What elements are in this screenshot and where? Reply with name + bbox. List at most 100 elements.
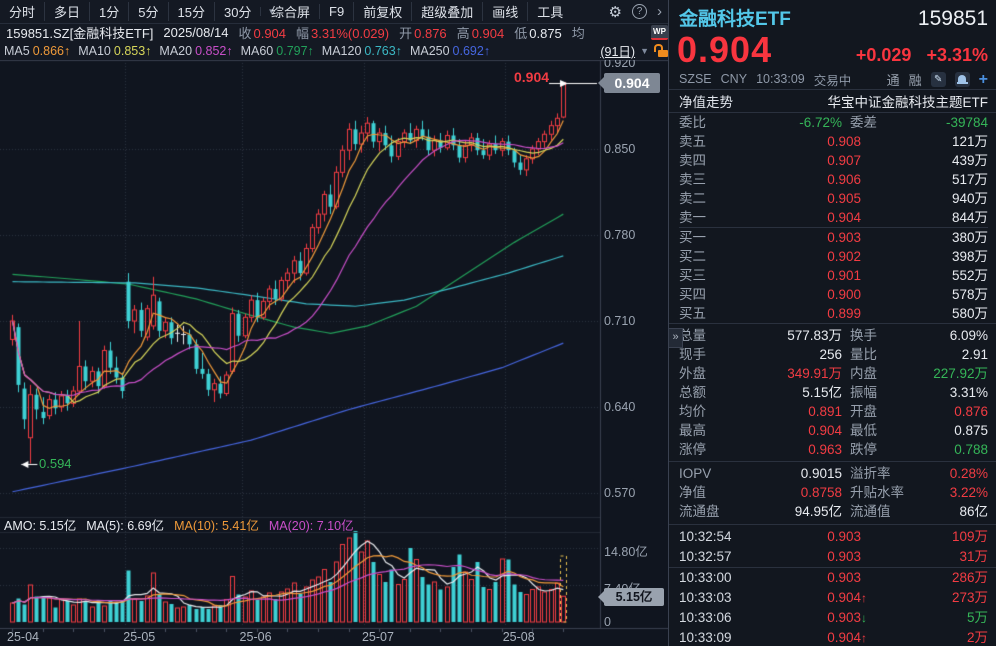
add-watchlist-icon[interactable]: +: [978, 70, 988, 88]
month-label-25-07: 25-07: [361, 630, 394, 644]
ask-price: 0.906: [827, 172, 861, 187]
toolbar: 分时 多日 1分 5分 15分 30分 ▼ 综合屏 F9 前复权 超级叠加 画线 工具 ⚙ ? ›: [0, 0, 668, 24]
stat-value: 0.788: [954, 442, 988, 457]
period-tab-分时[interactable]: 分时: [9, 5, 36, 20]
bid-level-label: 买五: [679, 306, 706, 321]
order-imbalance-row: 委比 -6.72% 委差 -39784: [669, 113, 996, 132]
chevron-right-icon[interactable]: ›: [657, 3, 662, 20]
stat-left: 流通盘 94.95亿: [679, 502, 842, 521]
bid-row-2[interactable]: 买二 0.902 398万: [669, 247, 996, 266]
month-label-25-04: 25-04: [7, 630, 39, 644]
edit-icon[interactable]: ✎: [930, 71, 946, 87]
panel-collapse-handle[interactable]: »: [668, 328, 683, 348]
price-axis-tick: 0.640: [604, 400, 636, 414]
quote-field-幅: 幅 3.31%(0.029): [296, 23, 389, 42]
tick-time: 10:33:00: [679, 570, 732, 585]
ask-row-2[interactable]: 卖四 0.907 439万: [669, 151, 996, 170]
bid-price: 0.900: [827, 287, 861, 302]
stat-left: 最高 0.904: [679, 421, 842, 440]
stat-value: 227.92万: [933, 366, 988, 381]
volume-axis-tick: 0: [604, 615, 611, 629]
kline-chart-canvas[interactable]: [0, 0, 668, 646]
ma-value: 0.763↑: [364, 43, 402, 58]
menu-item-画线[interactable]: 画线: [482, 2, 527, 21]
tick-row-10:33:06[interactable]: 10:33:06 0.903 ↓ 5万: [669, 608, 996, 628]
month-label-25-05: 25-05: [123, 630, 156, 644]
ask-row-3[interactable]: 卖三 0.906 517万: [669, 170, 996, 189]
bid-volume: 578万: [951, 287, 988, 302]
stat-row-涨停: 涨停 0.963 跌停 0.788: [669, 440, 996, 459]
stat-label: 最高: [679, 423, 706, 438]
stat-value: 86亿: [959, 504, 988, 519]
quote-field-高: 高 0.904: [457, 23, 505, 42]
stat-right: 量比 2.91: [850, 345, 988, 364]
date-label: 2025/08/14: [163, 25, 229, 40]
menu-item-工具[interactable]: 工具: [527, 2, 572, 21]
stat-value: 577.83万: [787, 328, 842, 343]
ask-row-1[interactable]: 卖五 0.908 121万: [669, 132, 996, 151]
stat-label: 外盘: [679, 366, 706, 381]
ask-row-4[interactable]: 卖二 0.905 940万: [669, 189, 996, 208]
stat-value: 5.15亿: [802, 385, 842, 400]
menu-item-综合屏[interactable]: 综合屏: [271, 5, 311, 20]
fund-nav-row[interactable]: 净值走势 华宝中证金融科技主题ETF: [669, 90, 996, 112]
period-tab-15分[interactable]: 15分: [167, 2, 214, 21]
period-tab-多日[interactable]: 多日: [44, 2, 89, 21]
tick-time: 10:33:09: [679, 630, 732, 645]
tick-direction-arrow-icon: ↓: [861, 611, 867, 625]
stat-value: 0.875: [954, 423, 988, 438]
ask-level-label: 卖二: [679, 191, 706, 206]
menu-item-前复权[interactable]: 前复权: [353, 2, 411, 21]
ask-volume: 121万: [951, 134, 988, 149]
bid-row-1[interactable]: 买一 0.903 380万: [669, 228, 996, 247]
tick-time: 10:32:57: [679, 549, 732, 564]
period-tab-30分[interactable]: 30分: [213, 2, 260, 21]
menu-item-超级叠加[interactable]: 超级叠加: [411, 2, 482, 21]
tick-volume: 286万: [951, 570, 988, 585]
tick-row-10:32:57[interactable]: 10:32:57 0.903 31万: [669, 547, 996, 567]
tick-row-10:33:03[interactable]: 10:33:03 0.904 ↑ 273万: [669, 588, 996, 608]
bid-price: 0.903: [827, 230, 861, 245]
ask-row-5[interactable]: 卖一 0.904 844万: [669, 208, 996, 227]
ask-level-label: 卖五: [679, 134, 706, 149]
settings-gear-icon[interactable]: ⚙: [608, 3, 622, 21]
tick-row-10:33:09[interactable]: 10:33:09 0.904 ↑ 2万: [669, 628, 996, 646]
bid-row-3[interactable]: 买三 0.901 552万: [669, 266, 996, 285]
bid-row-5[interactable]: 买五 0.899 580万: [669, 304, 996, 323]
period-tab-1分[interactable]: 1分: [89, 2, 128, 21]
quote-info-bar: 159851.SZ[金融科技ETF] 2025/08/14 收 0.904 幅 3.3…: [0, 24, 674, 41]
tick-row-10:32:54[interactable]: 10:32:54 0.903 109万: [669, 527, 996, 547]
period-dropdown-caret[interactable]: ▼: [260, 7, 281, 16]
weicha-label: 委差: [850, 115, 877, 130]
ma-label: MA120: [321, 43, 362, 58]
price-axis-tick: 0.570: [604, 486, 636, 500]
alert-bell-icon[interactable]: [954, 71, 970, 87]
month-label-25-06: 25-06: [239, 630, 272, 644]
stat-label: 升贴水率: [850, 485, 904, 500]
range-selector[interactable]: (91日): [600, 45, 636, 59]
bid-level-label: 买二: [679, 249, 706, 264]
tick-direction-arrow-icon: [861, 527, 875, 547]
menu-item-F9[interactable]: F9: [319, 4, 353, 19]
price-header: 0.904 +0.029 +3.31%: [669, 31, 996, 69]
stat-label: 开盘: [850, 404, 877, 419]
wp-logo-icon[interactable]: WP: [651, 25, 668, 40]
last-price: 0.904: [677, 29, 773, 70]
stat-value: 0.963: [808, 442, 842, 457]
tick-row-10:33:00[interactable]: 10:33:00 0.903 286万: [669, 568, 996, 588]
period-tab-5分[interactable]: 5分: [128, 2, 167, 21]
range-caret-icon[interactable]: ▼: [640, 45, 649, 56]
price-axis-tick: 0.710: [604, 314, 636, 328]
stat-left: 现手 256: [679, 345, 842, 364]
bid-row-4[interactable]: 买四 0.900 578万: [669, 285, 996, 304]
margin-tag-tong: 通: [886, 72, 900, 88]
tick-time: 10:33:06: [679, 610, 732, 625]
bid-price: 0.901: [827, 268, 861, 283]
stat-value: 2.91: [961, 347, 988, 362]
help-icon[interactable]: ?: [632, 4, 647, 19]
ma-item-MA20: MA20 0.852↑: [159, 44, 232, 58]
stat-left: 均价 0.891: [679, 402, 842, 421]
nav-trend-link[interactable]: 净值走势: [679, 95, 733, 110]
unlock-icon[interactable]: [654, 43, 668, 57]
